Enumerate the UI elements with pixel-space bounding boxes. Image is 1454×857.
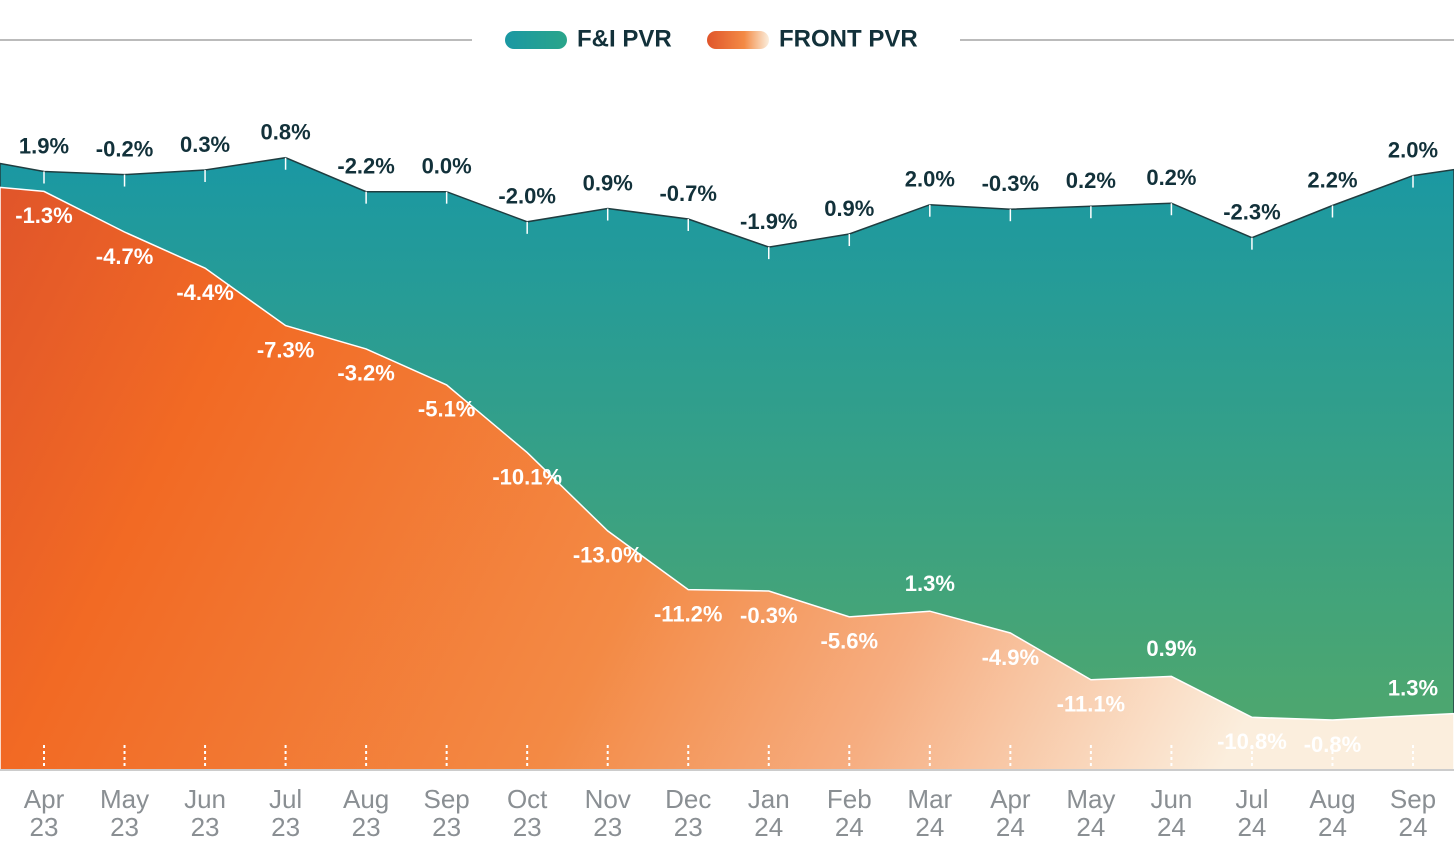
x-tick-label: 24 — [996, 812, 1025, 842]
legend-swatch — [505, 31, 567, 49]
x-tick-label: 23 — [110, 812, 139, 842]
data-label: 1.3% — [905, 571, 955, 596]
data-label: -10.8% — [1217, 729, 1287, 754]
data-label: 1.3% — [1388, 675, 1438, 700]
data-label: -5.1% — [418, 397, 475, 422]
x-tick-label: 24 — [754, 812, 783, 842]
x-tick-label: 23 — [352, 812, 381, 842]
x-tick-label: 24 — [915, 812, 944, 842]
data-label: 0.9% — [1146, 636, 1196, 661]
x-tick-label: 24 — [1076, 812, 1105, 842]
data-label: -11.1% — [1057, 692, 1126, 717]
area — [0, 186, 1454, 771]
x-tick-label: Dec — [665, 784, 711, 814]
data-label: -0.3% — [740, 603, 797, 628]
data-label: 0.3% — [180, 132, 230, 157]
x-tick-label: 23 — [513, 812, 542, 842]
x-tick-label: 23 — [191, 812, 220, 842]
x-tick-label: 23 — [593, 812, 622, 842]
legend-label: FRONT PVR — [779, 25, 918, 52]
x-tick-label: 23 — [432, 812, 461, 842]
data-label: -13.0% — [573, 543, 643, 568]
x-tick-label: 23 — [271, 812, 300, 842]
x-tick-label: Apr — [990, 784, 1031, 814]
data-label: -0.7% — [659, 181, 716, 206]
x-tick-label: 24 — [835, 812, 864, 842]
x-tick-label: Aug — [343, 784, 389, 814]
x-tick-label: May — [100, 784, 149, 814]
data-label: 0.2% — [1146, 165, 1196, 190]
data-label: -7.3% — [257, 337, 314, 362]
data-label: -3.2% — [337, 361, 394, 386]
x-tick-label: Mar — [907, 784, 952, 814]
data-label: -2.0% — [498, 184, 555, 209]
data-label: 2.0% — [1388, 137, 1438, 162]
x-tick-label: Nov — [585, 784, 631, 814]
x-tick-label: Aug — [1309, 784, 1355, 814]
data-label: 1.9% — [19, 133, 69, 158]
data-label: 2.0% — [905, 167, 955, 192]
x-tick-label: May — [1066, 784, 1115, 814]
legend-swatch — [707, 31, 769, 49]
x-tick-label: Jan — [748, 784, 790, 814]
x-tick-label: 23 — [674, 812, 703, 842]
x-tick-label: 24 — [1157, 812, 1186, 842]
data-label: -0.3% — [982, 171, 1039, 196]
data-label: -4.9% — [982, 645, 1039, 670]
x-tick-label: Oct — [507, 784, 548, 814]
data-label: 0.2% — [1066, 168, 1116, 193]
data-label: -0.8% — [1304, 732, 1361, 757]
data-label: 0.8% — [261, 120, 311, 145]
data-label: -1.9% — [740, 209, 797, 234]
data-label: 0.9% — [583, 170, 633, 195]
data-label: -0.2% — [96, 136, 153, 161]
data-label: -2.3% — [1223, 199, 1280, 224]
legend-label: F&I PVR — [577, 25, 672, 52]
data-label: -11.2% — [654, 601, 723, 626]
data-label: 0.0% — [422, 153, 472, 178]
x-tick-label: 24 — [1399, 812, 1428, 842]
x-tick-label: Sep — [424, 784, 470, 814]
x-tick-label: Jul — [269, 784, 302, 814]
data-label: -2.2% — [337, 153, 394, 178]
data-label: -4.4% — [176, 280, 233, 305]
data-label: -10.1% — [492, 464, 562, 489]
x-tick-label: 23 — [30, 812, 59, 842]
x-tick-label: Apr — [24, 784, 65, 814]
x-tick-label: Sep — [1390, 784, 1436, 814]
x-tick-label: 24 — [1237, 812, 1266, 842]
data-label: 0.9% — [824, 196, 874, 221]
x-tick-label: Feb — [827, 784, 872, 814]
data-label: -5.6% — [821, 629, 878, 654]
x-tick-label: Jun — [1150, 784, 1192, 814]
data-label: -1.3% — [15, 203, 72, 228]
x-tick-label: Jul — [1235, 784, 1268, 814]
data-label: -4.7% — [96, 244, 153, 269]
x-tick-label: Jun — [184, 784, 226, 814]
data-label: 2.2% — [1307, 167, 1357, 192]
x-tick-label: 24 — [1318, 812, 1347, 842]
